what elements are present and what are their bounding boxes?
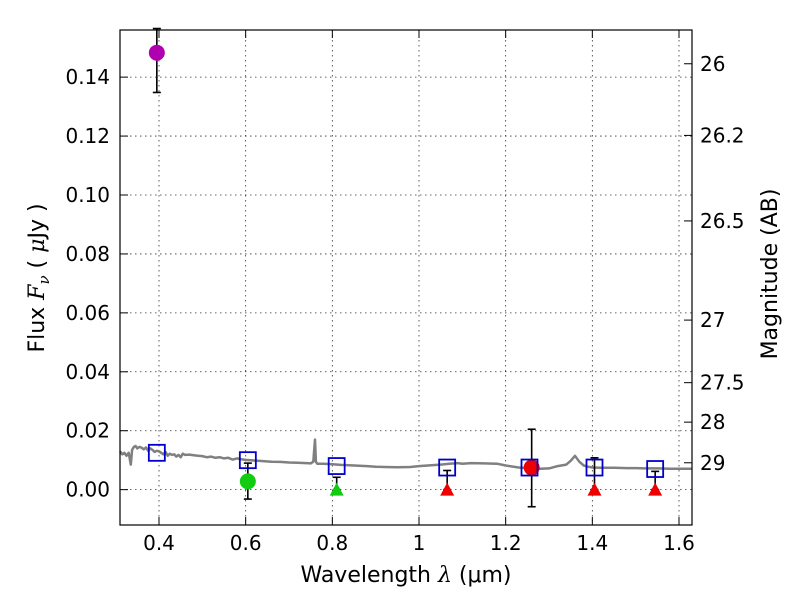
upper-limit-marker bbox=[587, 482, 602, 496]
y-tick-label: 0.02 bbox=[65, 419, 110, 443]
y-tick-label: 0.12 bbox=[65, 124, 110, 148]
x-tick-label: 1.6 bbox=[663, 531, 695, 555]
y2-tick-label: 26.2 bbox=[700, 123, 745, 147]
model-photometry-square bbox=[646, 460, 665, 478]
model-photometry-square bbox=[238, 451, 257, 470]
model-photometry-square bbox=[147, 443, 166, 462]
error-bars bbox=[152, 27, 660, 508]
plot-frame bbox=[119, 29, 693, 526]
model-photometry-square bbox=[520, 458, 539, 477]
data-markers bbox=[148, 44, 663, 496]
y2-tick-labels: 26 26.2 26.5 27 27.5 28 29 bbox=[700, 52, 745, 475]
y-tick-label: 0.10 bbox=[65, 183, 110, 207]
y2-tick-label: 28 bbox=[700, 410, 725, 434]
y-tick-label: 0.06 bbox=[65, 301, 110, 325]
y2-tick-label: 26.5 bbox=[700, 209, 745, 233]
x-tick-label: 0.6 bbox=[230, 531, 262, 555]
y-tick-label: 0.00 bbox=[65, 478, 110, 502]
y-axis-label: Flux Fν ( μJy ) bbox=[25, 203, 53, 352]
x-tick-label: 0.4 bbox=[143, 531, 175, 555]
model-photometry-squares bbox=[147, 443, 665, 478]
y-tick-label: 0.04 bbox=[65, 360, 110, 384]
detection-point bbox=[523, 459, 540, 476]
model-photometry-square bbox=[327, 457, 346, 475]
upper-limit-marker bbox=[329, 482, 344, 496]
x-tick-label: 0.8 bbox=[316, 531, 348, 555]
y-tick-labels: 0.00 0.02 0.04 0.06 0.08 0.10 0.12 0.14 bbox=[65, 65, 110, 502]
x-tick-label: 1 bbox=[413, 531, 426, 555]
y2-tick-label: 29 bbox=[700, 451, 725, 475]
model-spectrum-line bbox=[118, 438, 692, 470]
y-tick-label: 0.14 bbox=[65, 65, 110, 89]
model-photometry-square bbox=[585, 458, 604, 477]
grid bbox=[120, 30, 692, 525]
detection-point bbox=[148, 44, 165, 61]
axis-ticks bbox=[120, 30, 692, 525]
x-axis-label: Wavelength λ (μm) bbox=[300, 563, 511, 588]
y2-axis-label: Magnitude (AB) bbox=[758, 189, 783, 360]
model-photometry-square bbox=[438, 458, 457, 477]
y-tick-label: 0.08 bbox=[65, 242, 110, 266]
upper-limit-marker bbox=[440, 482, 455, 496]
y2-tick-label: 27 bbox=[700, 308, 725, 332]
model-spectrum bbox=[118, 438, 692, 470]
detection-point bbox=[239, 473, 256, 490]
y2-tick-label: 27.5 bbox=[700, 371, 745, 395]
x-tick-label: 1.2 bbox=[490, 531, 522, 555]
upper-limit-marker bbox=[648, 482, 663, 496]
x-tick-labels: 0.4 0.6 0.8 1 1.2 1.4 1.6 bbox=[143, 531, 695, 555]
x-tick-label: 1.4 bbox=[576, 531, 608, 555]
y2-tick-label: 26 bbox=[700, 52, 725, 76]
